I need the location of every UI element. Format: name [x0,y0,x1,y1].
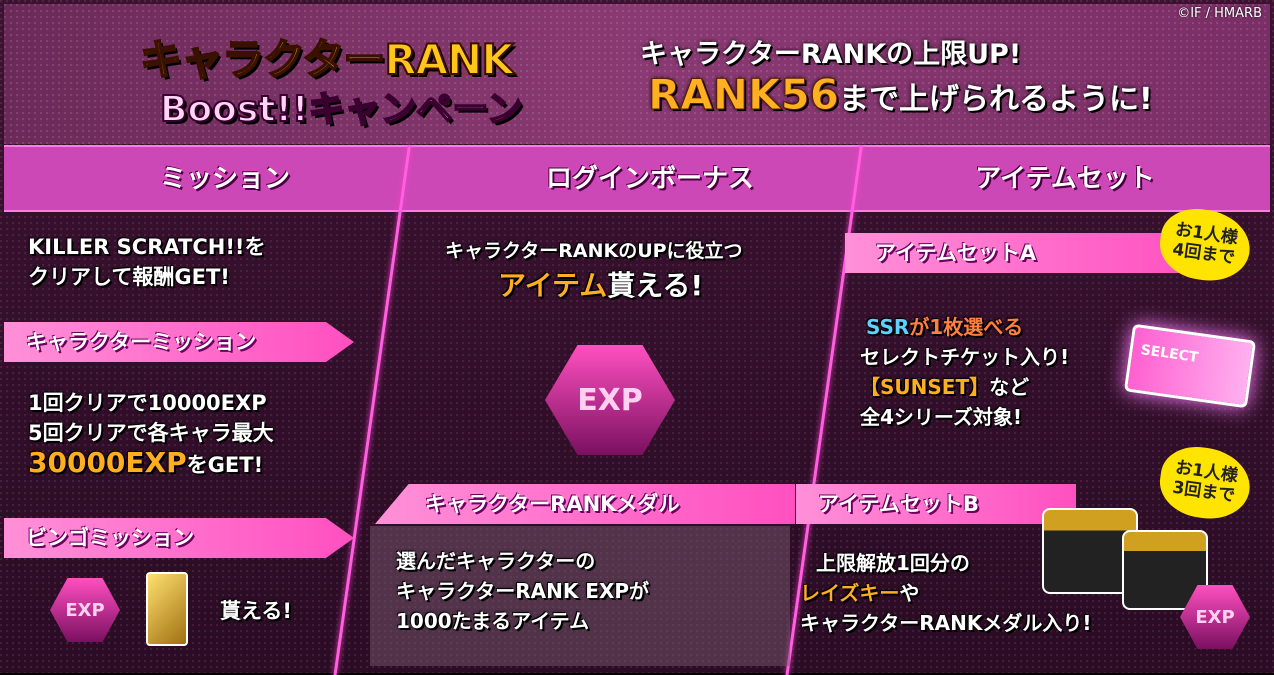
bingo-mission-ribbon: ビンゴミッション [4,518,354,558]
section-header-bar [4,145,1270,212]
logo-line2: Boost!!キャンペーン [159,88,524,131]
rank-value: RANK56 [648,70,840,120]
headline-line1: キャラクターRANKの上限UP! [640,39,1022,70]
tab-login-bonus: ログインボーナス [545,164,754,194]
item-set-b-ribbon: アイテムセットB [796,484,1076,524]
header [4,4,1270,144]
limit-badge-a: お1人様 4回まで [1155,204,1255,286]
medal-description: 選んだキャラクターの キャラクターRANK EXPが 1000たまるアイテム [396,549,650,633]
tab-item-set: アイテムセット [975,164,1155,194]
exp-medal-icon: EXP [50,578,120,642]
headline-rest: まで上げられるように! [839,82,1153,117]
login-line2: アイテム貰える! [498,269,704,302]
medal-info-panel [370,526,790,666]
item-set-b-text: 上限解放1回分の レイズキーや キャラクターRANKメダル入り! [800,551,1092,635]
raise-key-card-icon [146,572,188,646]
select-ticket-icon: SELECT [1123,323,1257,409]
headline-line2: RANK56まで上げられるように! [648,70,1153,120]
limit-badge-b: お1人様 3回まで [1155,442,1255,524]
character-mission-ribbon: キャラクターミッション [4,322,354,362]
rank-medal-icon: EXP [545,345,675,455]
rank-medal-ribbon: キャラクターRANKメダル [375,484,795,524]
login-line1: キャラクターRANKのUPに役立つ [445,240,743,262]
character-mission-text: 1回クリアで10000EXP 5回クリアで各キャラ最大 30000EXPをGET… [28,391,274,479]
tab-mission: ミッション [159,164,290,194]
mission-intro: KILLER SCRATCH!!を クリアして報酬GET! [28,235,266,289]
bingo-reward-text: 貰える! [220,599,292,623]
copyright: ©IF / HMARB [1177,6,1262,21]
item-set-a-text: SSRが1枚選べる セレクトチケット入り! 【SUNSET】など 全4シリーズ対… [860,315,1070,429]
item-set-a-ribbon: アイテムセットA [845,233,1205,273]
logo-line1: キャラクターRANK [139,34,515,85]
